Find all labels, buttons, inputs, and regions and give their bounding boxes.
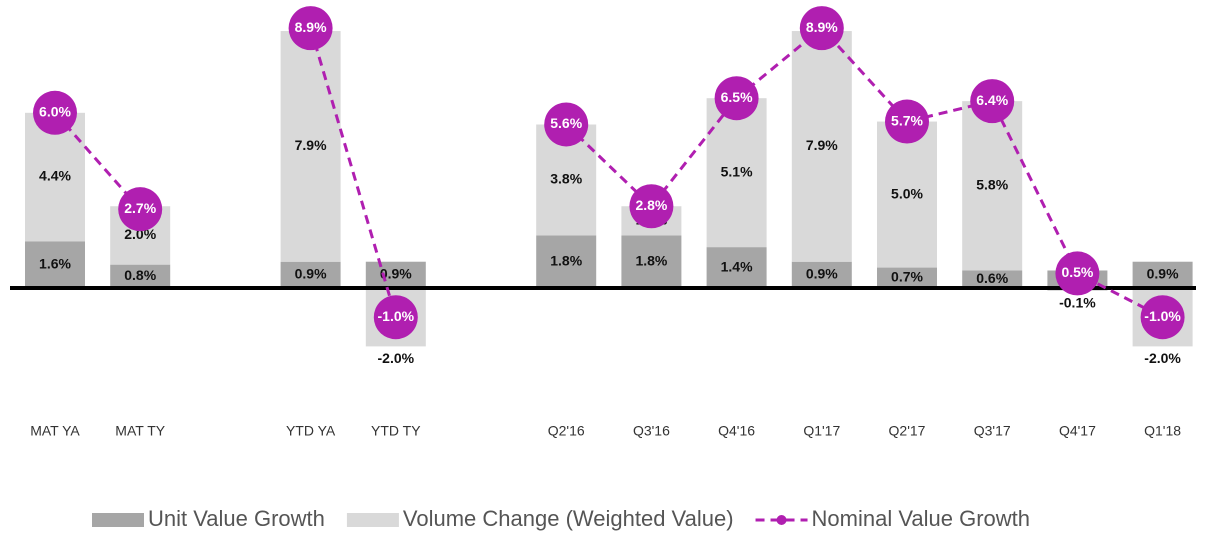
bar: [962, 270, 1023, 288]
x-tick-label: MAT YA: [30, 423, 80, 439]
value-label: 3.8%: [550, 171, 582, 187]
point: [799, 6, 844, 51]
value-label: 0.7%: [891, 268, 923, 284]
point: [118, 187, 163, 232]
bar: [280, 261, 341, 288]
x-tick-label: MAT TY: [115, 423, 165, 439]
value-label: -2.0%: [1144, 350, 1181, 366]
bar: [280, 31, 341, 262]
legend-label: Nominal Value Growth: [812, 506, 1030, 531]
x-tick-label: Q2'17: [889, 423, 926, 439]
point: [970, 79, 1015, 124]
value-label: 8.9%: [295, 19, 327, 35]
bar: [877, 121, 937, 268]
bar: [25, 241, 85, 288]
value-label: -0.1%: [1059, 295, 1096, 311]
value-label: 0.6%: [976, 270, 1008, 286]
bar: [706, 247, 767, 288]
point: [288, 6, 333, 51]
x-tick-label: Q3'16: [633, 423, 670, 439]
bar: [365, 261, 426, 288]
value-label: 0.9%: [1147, 266, 1179, 282]
value-label: 5.8%: [976, 177, 1008, 193]
value-label: 0.9%: [380, 266, 412, 282]
value-label: 6.5%: [721, 89, 753, 105]
x-tick-label: Q2'16: [548, 423, 585, 439]
x-tick-label: Q3'17: [974, 423, 1011, 439]
point: [629, 184, 674, 229]
value-label: 0.9%: [806, 266, 838, 282]
value-label: -2.0%: [378, 350, 415, 366]
value-label: 2.8%: [635, 197, 667, 213]
value-label: 7.9%: [295, 137, 327, 153]
point: [33, 90, 77, 135]
x-tick-label: YTD TY: [371, 423, 421, 439]
value-label: 0.9%: [295, 266, 327, 282]
x-tick-label: Q4'17: [1059, 423, 1096, 439]
legend-swatch: [776, 515, 787, 525]
value-label: 7.9%: [806, 137, 838, 153]
bar: [1132, 261, 1193, 288]
value-label: 4.4%: [39, 168, 71, 184]
value-label: 5.1%: [721, 163, 753, 179]
bar: [621, 235, 682, 288]
point: [885, 99, 929, 144]
legend-label: Volume Change (Weighted Value): [403, 506, 734, 531]
bar: [877, 267, 937, 288]
legend-swatch: [346, 513, 399, 527]
value-label: 2.7%: [124, 200, 156, 216]
legend-label: Unit Value Growth: [148, 506, 325, 531]
value-label: 1.4%: [721, 258, 753, 274]
point: [544, 102, 589, 147]
value-label: 6.4%: [976, 92, 1008, 108]
value-label: 1.8%: [550, 252, 582, 268]
value-label: 8.9%: [806, 19, 838, 35]
value-label: 0.8%: [124, 267, 156, 283]
value-label: 6.0%: [39, 104, 71, 120]
point: [1140, 295, 1185, 340]
point: [373, 295, 418, 340]
point: [714, 76, 759, 121]
value-label: -1.0%: [378, 308, 415, 324]
bar: [791, 261, 852, 288]
bar: [791, 31, 852, 262]
point: [1055, 251, 1100, 296]
bar: [962, 101, 1023, 271]
value-label: 1.6%: [39, 255, 71, 271]
x-tick-label: Q1'17: [803, 423, 840, 439]
bar: [110, 264, 171, 288]
value-label: -1.0%: [1144, 308, 1181, 324]
x-tick-label: Q1'18: [1144, 423, 1181, 439]
bar: [536, 235, 597, 288]
x-tick-label: YTD YA: [286, 423, 336, 439]
value-label: 5.7%: [891, 112, 923, 128]
value-label: 2.0%: [124, 226, 156, 242]
bar: [706, 98, 767, 248]
x-tick-label: Q4'16: [718, 423, 755, 439]
value-label: 5.0%: [891, 185, 923, 201]
value-label: 1.8%: [635, 252, 667, 268]
value-label: 0.5%: [1061, 264, 1093, 280]
value-label: 5.6%: [550, 115, 582, 131]
legend-swatch: [92, 513, 144, 527]
